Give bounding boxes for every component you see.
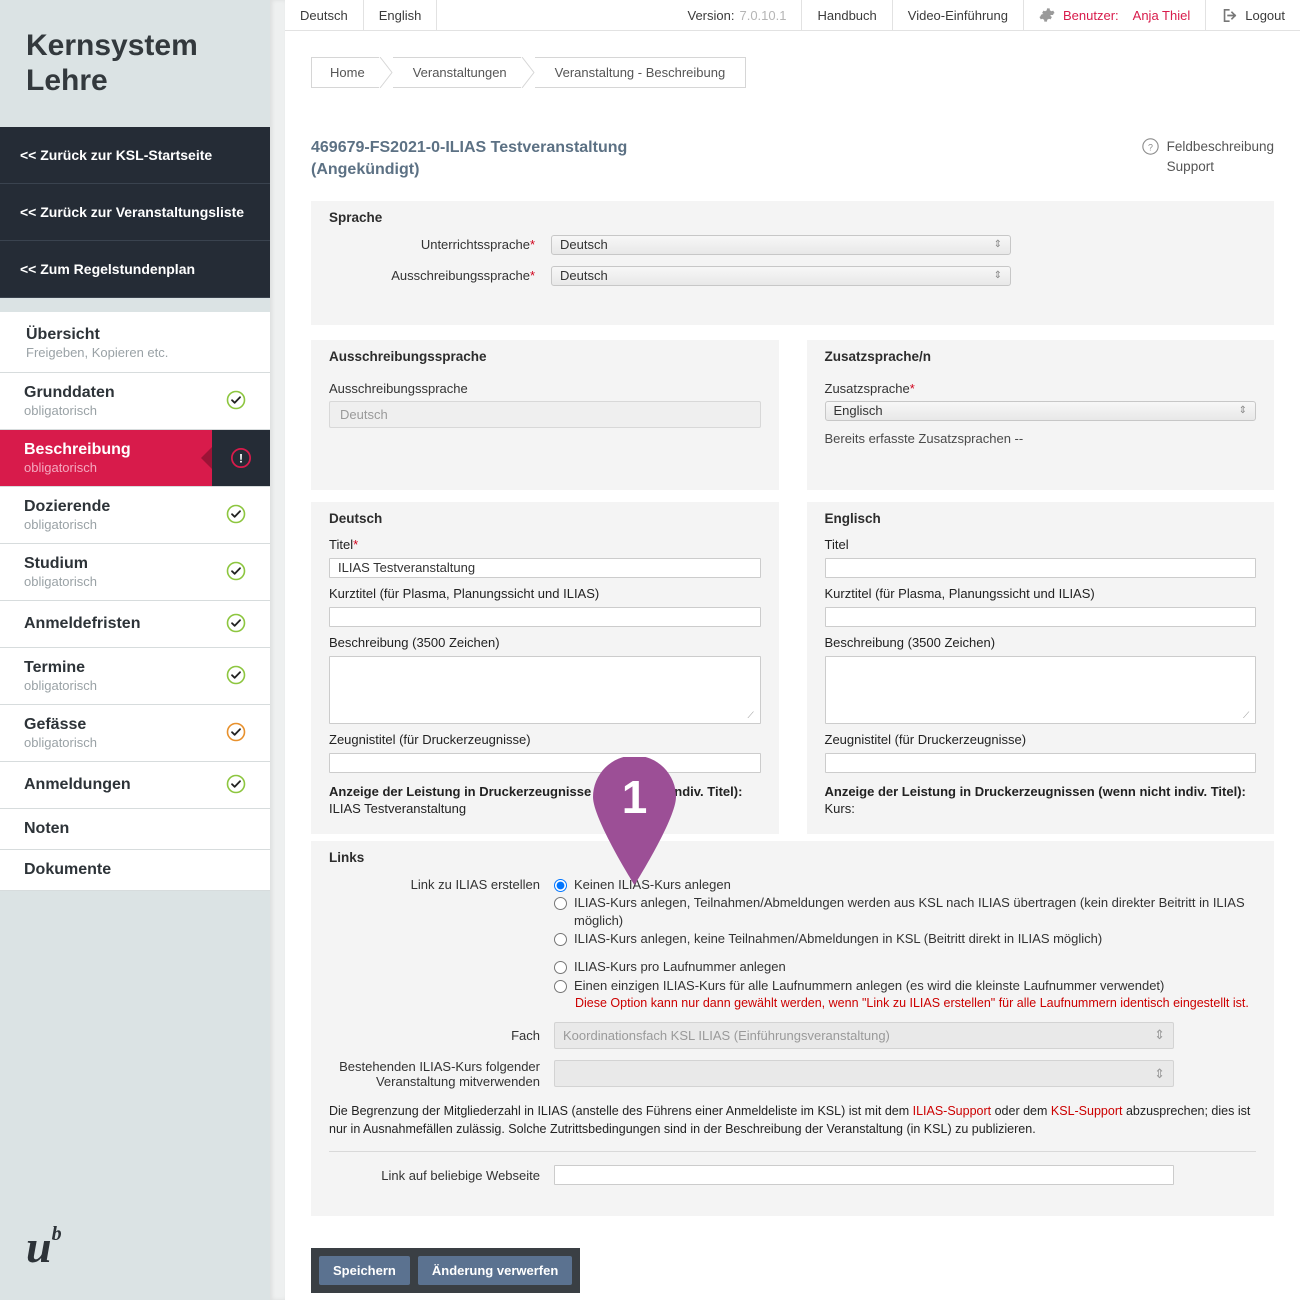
svg-text:?: ? — [1148, 142, 1153, 152]
svg-text:!: ! — [239, 451, 243, 465]
svg-text:1: 1 — [622, 771, 648, 823]
